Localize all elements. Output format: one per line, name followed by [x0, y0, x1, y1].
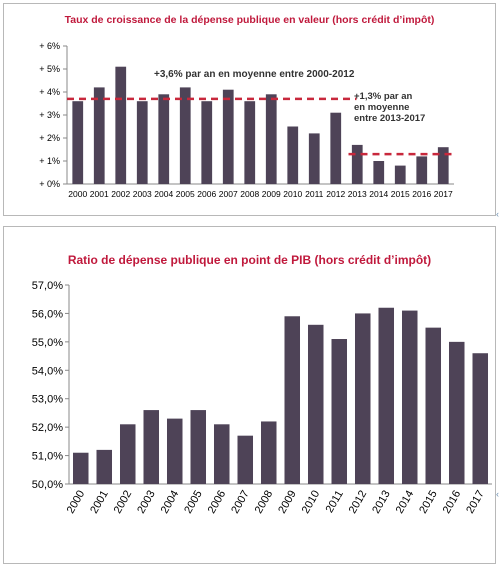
x-tick-label: 2006 — [197, 189, 216, 199]
x-tick-label: 2000 — [68, 189, 87, 199]
y-tick-label: 53,0% — [32, 394, 63, 406]
bar — [307, 324, 324, 484]
x-tick-label: 2002 — [112, 489, 135, 516]
x-tick-label: 2007 — [219, 189, 238, 199]
x-tick-label: 2003 — [133, 189, 152, 199]
bar — [222, 89, 234, 184]
bar — [425, 327, 442, 484]
x-tick-label: 2009 — [262, 189, 281, 199]
x-tick-label: 2008 — [253, 489, 276, 516]
y-tick-label: + 3% — [39, 110, 60, 120]
bar — [354, 313, 371, 484]
bar — [179, 87, 191, 184]
bar — [115, 66, 127, 184]
bar — [93, 87, 105, 184]
bar — [143, 410, 160, 484]
bar — [330, 112, 342, 184]
bar — [284, 316, 301, 484]
chart-panel-ratio: Ratio de dépense publique en point de PI… — [3, 226, 499, 564]
y-tick-label: + 0% — [39, 179, 60, 189]
y-tick-label: + 2% — [39, 133, 60, 143]
bar — [401, 310, 418, 484]
x-tick-label: 2005 — [176, 189, 195, 199]
x-tick-label: 2001 — [90, 189, 109, 199]
x-tick-label: 2012 — [347, 489, 370, 516]
x-tick-label: 2006 — [206, 489, 229, 516]
bar — [373, 161, 385, 184]
y-tick-label: 54,0% — [32, 365, 63, 377]
chart-title-ratio: Ratio de dépense publique en point de PI… — [67, 253, 432, 267]
bar — [308, 133, 320, 184]
x-tick-label: 2011 — [324, 489, 346, 515]
bar — [166, 418, 183, 484]
x-tick-label: 2013 — [348, 189, 367, 199]
x-tick-label: 2016 — [441, 489, 464, 516]
y-tick-label: + 6% — [39, 41, 60, 51]
bar — [331, 339, 348, 484]
bar — [119, 424, 136, 484]
x-tick-label: 2001 — [88, 489, 111, 516]
x-tick-label: 2016 — [412, 189, 431, 199]
y-tick-label: + 4% — [39, 87, 60, 97]
x-tick-label: 2003 — [135, 489, 158, 516]
bar — [72, 452, 89, 484]
x-tick-label: 2000 — [65, 489, 88, 516]
x-tick-label: 2002 — [111, 189, 130, 199]
scroll-edge-marker: ‹ — [496, 209, 499, 219]
annotation-2013-2017: entre 2013-2017 — [354, 113, 425, 124]
x-tick-label: 2012 — [326, 189, 345, 199]
x-tick-label: 2014 — [369, 189, 388, 199]
y-tick-label: 56,0% — [32, 308, 63, 320]
y-tick-label: 55,0% — [32, 337, 63, 349]
chart-panel-growth: Taux de croissance de la dépense publiqu… — [3, 3, 499, 219]
bar — [260, 421, 277, 484]
ratio-bar-chart: 50,0% 51,0% 52,0% 53,0% 54,0% 55,0% 56,0% 57,0%… — [32, 280, 492, 516]
bar — [287, 126, 299, 184]
x-tick-label: 2005 — [182, 489, 205, 516]
bar — [416, 156, 428, 184]
chart-title-growth: Taux de croissance de la dépense publiqu… — [64, 14, 435, 26]
bar — [351, 144, 363, 184]
bar — [237, 435, 254, 484]
growth-bar-chart: + 0% + 1% + 2% + 3% + 4% + 5% + 6% 2000 2001 2002… — [39, 41, 454, 199]
bar — [96, 449, 113, 484]
x-tick-label: 2011 — [305, 189, 324, 199]
x-tick-label: 2009 — [276, 489, 299, 516]
y-tick-label: 50,0% — [32, 479, 63, 491]
bar — [265, 94, 277, 184]
scroll-edge-marker: ‹ — [496, 489, 499, 499]
y-tick-label: 51,0% — [32, 451, 63, 463]
bar — [158, 94, 170, 184]
bar — [394, 165, 406, 184]
x-tick-label: 2013 — [370, 489, 393, 516]
bar — [136, 101, 148, 184]
bar — [378, 307, 395, 484]
annotation-2000-2012: +3,6% par an en moyenne entre 2000-2012 — [154, 69, 355, 80]
bar — [72, 101, 84, 184]
x-tick-label: 2004 — [159, 489, 182, 516]
annotation-2013-2017: +1,3% par an — [354, 91, 413, 102]
bar — [190, 410, 207, 484]
bar — [244, 101, 256, 184]
y-tick-label: + 5% — [39, 64, 60, 74]
y-tick-label: + 1% — [39, 156, 60, 166]
y-tick-label: 57,0% — [32, 280, 63, 292]
x-tick-label: 2017 — [434, 189, 453, 199]
annotation-2013-2017: en moyenne — [354, 102, 409, 113]
y-tick-label: 52,0% — [32, 422, 63, 434]
bar — [213, 424, 230, 484]
x-tick-label: 2007 — [229, 489, 252, 516]
x-tick-label: 2014 — [394, 489, 417, 516]
bar — [201, 101, 213, 184]
x-tick-label: 2015 — [391, 189, 410, 199]
bar — [472, 353, 489, 484]
x-tick-label: 2010 — [300, 489, 323, 516]
x-tick-label: 2017 — [464, 489, 487, 516]
x-tick-label: 2010 — [283, 189, 302, 199]
x-tick-label: 2004 — [154, 189, 173, 199]
bar — [448, 341, 465, 484]
bar — [437, 147, 449, 184]
x-tick-label: 2008 — [240, 189, 259, 199]
x-tick-label: 2015 — [417, 489, 440, 516]
